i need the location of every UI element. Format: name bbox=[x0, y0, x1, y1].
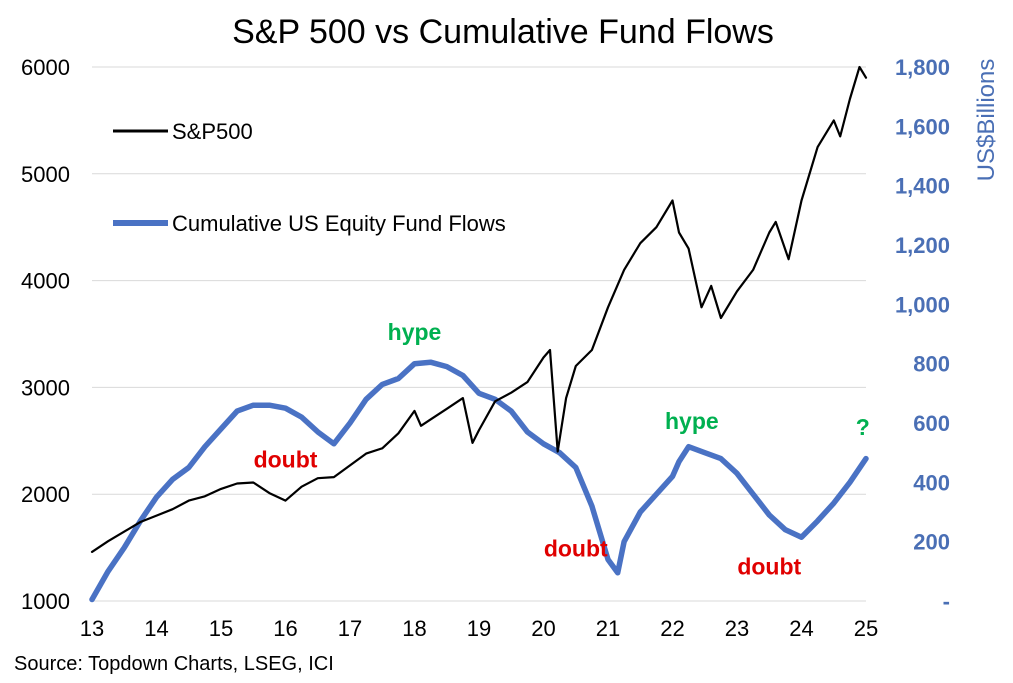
x-tick-label-14: 14 bbox=[144, 616, 168, 641]
y2-tick-label-1400: 1,400 bbox=[895, 174, 950, 199]
x-tick-label-17: 17 bbox=[338, 616, 362, 641]
left-axis-ticks: 1000 2000 3000 4000 5000 6000 bbox=[21, 55, 70, 614]
annotation-hype-2: hype bbox=[665, 408, 719, 434]
gridlines bbox=[92, 66, 866, 602]
legend-label-sp500: S&P500 bbox=[172, 119, 253, 144]
right-axis-ticks: - 200 400 600 800 1,000 1,200 1,400 1,600 1,800 bbox=[895, 55, 950, 614]
y2-tick-label-800: 800 bbox=[913, 352, 950, 377]
series-line-sp500 bbox=[90, 65, 868, 553]
y-tick-label-1000: 1000 bbox=[21, 589, 70, 614]
series-group bbox=[89, 65, 869, 603]
x-tick-label-21: 21 bbox=[596, 616, 620, 641]
x-tick-label-16: 16 bbox=[273, 616, 297, 641]
x-tick-label-22: 22 bbox=[660, 616, 684, 641]
x-tick-label-19: 19 bbox=[467, 616, 491, 641]
right-axis-label: US$Billions bbox=[973, 59, 1000, 182]
annotation-doubt-3: doubt bbox=[544, 536, 608, 562]
chart-title: S&P 500 vs Cumulative Fund Flows bbox=[232, 13, 774, 51]
y-tick-label-2000: 2000 bbox=[21, 482, 70, 507]
legend: S&P500 Cumulative US Equity Fund Flows bbox=[113, 119, 506, 236]
x-tick-label-13: 13 bbox=[80, 616, 104, 641]
series-line-fund-flows bbox=[89, 359, 869, 603]
x-tick-label-18: 18 bbox=[402, 616, 426, 641]
y2-tick-label-1600: 1,600 bbox=[895, 114, 950, 139]
annotation-doubt-1: doubt bbox=[254, 447, 318, 473]
y-tick-label-4000: 4000 bbox=[21, 269, 70, 294]
y-tick-label-3000: 3000 bbox=[21, 375, 70, 400]
y-tick-label-5000: 5000 bbox=[21, 162, 70, 187]
y2-tick-label-1800: 1,800 bbox=[895, 55, 950, 80]
legend-label-fund-flows: Cumulative US Equity Fund Flows bbox=[172, 211, 506, 236]
x-tick-label-25: 25 bbox=[854, 616, 878, 641]
annotations: hype doubt hype doubt doubt? bbox=[254, 319, 870, 579]
x-tick-label-24: 24 bbox=[789, 616, 813, 641]
y-tick-label-6000: 6000 bbox=[21, 55, 70, 80]
annotation-doubt-4: doubt bbox=[737, 553, 801, 579]
annotation-hype-0: hype bbox=[388, 319, 442, 345]
source-note: Source: Topdown Charts, LSEG, ICI bbox=[14, 653, 334, 675]
y2-tick-label-1000: 1,000 bbox=[895, 292, 950, 317]
x-tick-label-15: 15 bbox=[209, 616, 233, 641]
x-tick-label-23: 23 bbox=[725, 616, 749, 641]
annotation-question-5: ? bbox=[856, 414, 870, 440]
y2-tick-label-200: 200 bbox=[913, 530, 950, 555]
y2-tick-label-0: - bbox=[943, 589, 950, 614]
x-axis-ticks: 13 14 15 16 17 18 19 20 21 22 23 24 25 bbox=[80, 616, 878, 641]
y2-tick-label-400: 400 bbox=[913, 470, 950, 495]
x-tick-label-20: 20 bbox=[531, 616, 555, 641]
y2-tick-label-1200: 1,200 bbox=[895, 233, 950, 258]
y2-tick-label-600: 600 bbox=[913, 411, 950, 436]
